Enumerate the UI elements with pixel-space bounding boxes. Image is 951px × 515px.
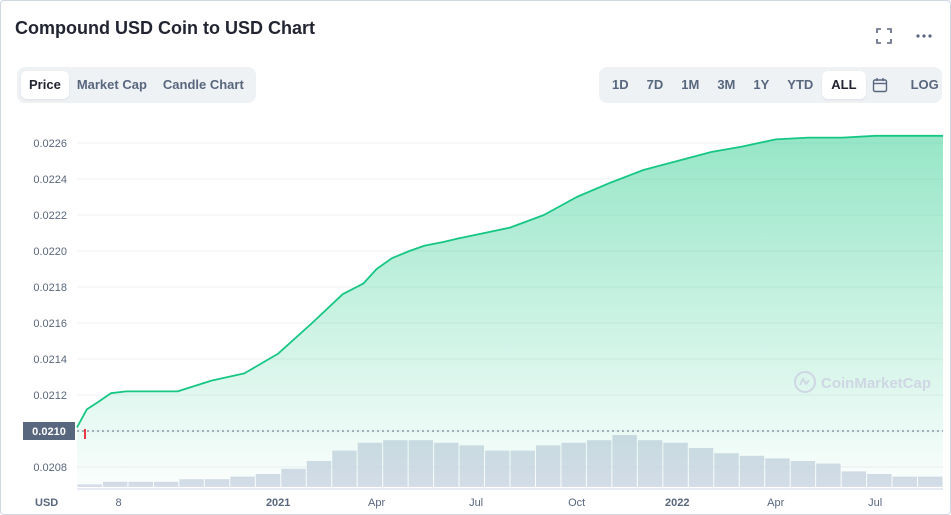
range-7d[interactable]: 7D (646, 77, 664, 92)
y-tick-label: 0.0220 (33, 246, 67, 258)
x-tick-label: 2022 (665, 497, 689, 509)
range-ytd[interactable]: YTD (787, 77, 814, 92)
x-tick-label: Apr (767, 497, 784, 509)
x-tick-label: 2021 (266, 497, 290, 509)
x-tick-label: Jul (469, 497, 483, 509)
log-toggle[interactable]: LOG (910, 77, 939, 92)
calendar-icon[interactable] (866, 71, 894, 99)
x-tick-label: Jul (868, 497, 882, 509)
view-tabs: Price Market Cap Candle Chart (17, 67, 256, 103)
range-3m[interactable]: 3M (717, 77, 736, 92)
price-area (77, 135, 943, 486)
watermark-text: CoinMarketCap (821, 375, 931, 392)
y-tick-label: 0.0214 (33, 354, 67, 366)
tab-candle-chart[interactable]: Candle Chart (162, 77, 244, 92)
volume-bar (77, 484, 102, 487)
tab-market-cap[interactable]: Market Cap (76, 77, 147, 92)
current-price-tag (23, 422, 75, 440)
range-all[interactable]: ALL (822, 71, 866, 99)
y-tick-label: 0.0208 (33, 462, 67, 474)
x-tick-label: Oct (568, 497, 585, 509)
range-tabs: 1D 7D 1M 3M 1Y YTD ALL LOG (599, 67, 942, 103)
range-1d[interactable]: 1D (612, 77, 629, 92)
y-tick-label: 0.0216 (33, 318, 67, 330)
price-chart: 0.0208 0.0210 0.0212 0.0214 0.0216 0.0218 0.02… (23, 134, 944, 509)
range-1m[interactable]: 1M (681, 77, 700, 92)
tab-price[interactable]: Price (21, 71, 69, 99)
y-tick-label: 0.0212 (33, 390, 67, 402)
x-tick-label: 8 (115, 497, 121, 509)
range-1y[interactable]: 1Y (753, 77, 770, 92)
price-line (76, 134, 943, 428)
y-tick-label: 0.0224 (33, 174, 67, 186)
y-tick-label: 0.0222 (33, 210, 67, 222)
more-horizontal-icon[interactable] (913, 25, 935, 47)
currency-label: USD (35, 497, 58, 509)
y-tick-label: 0.0218 (33, 282, 67, 294)
x-tick-label: Apr (368, 497, 385, 509)
expand-icon[interactable] (873, 25, 895, 47)
y-tick-label: 0.0226 (33, 138, 67, 150)
coinmarketcap-watermark: CoinMarketCap (794, 371, 931, 393)
current-price-label: 0.0210 (32, 426, 66, 438)
chart-title: Compound USD Coin to USD Chart (15, 18, 315, 38)
